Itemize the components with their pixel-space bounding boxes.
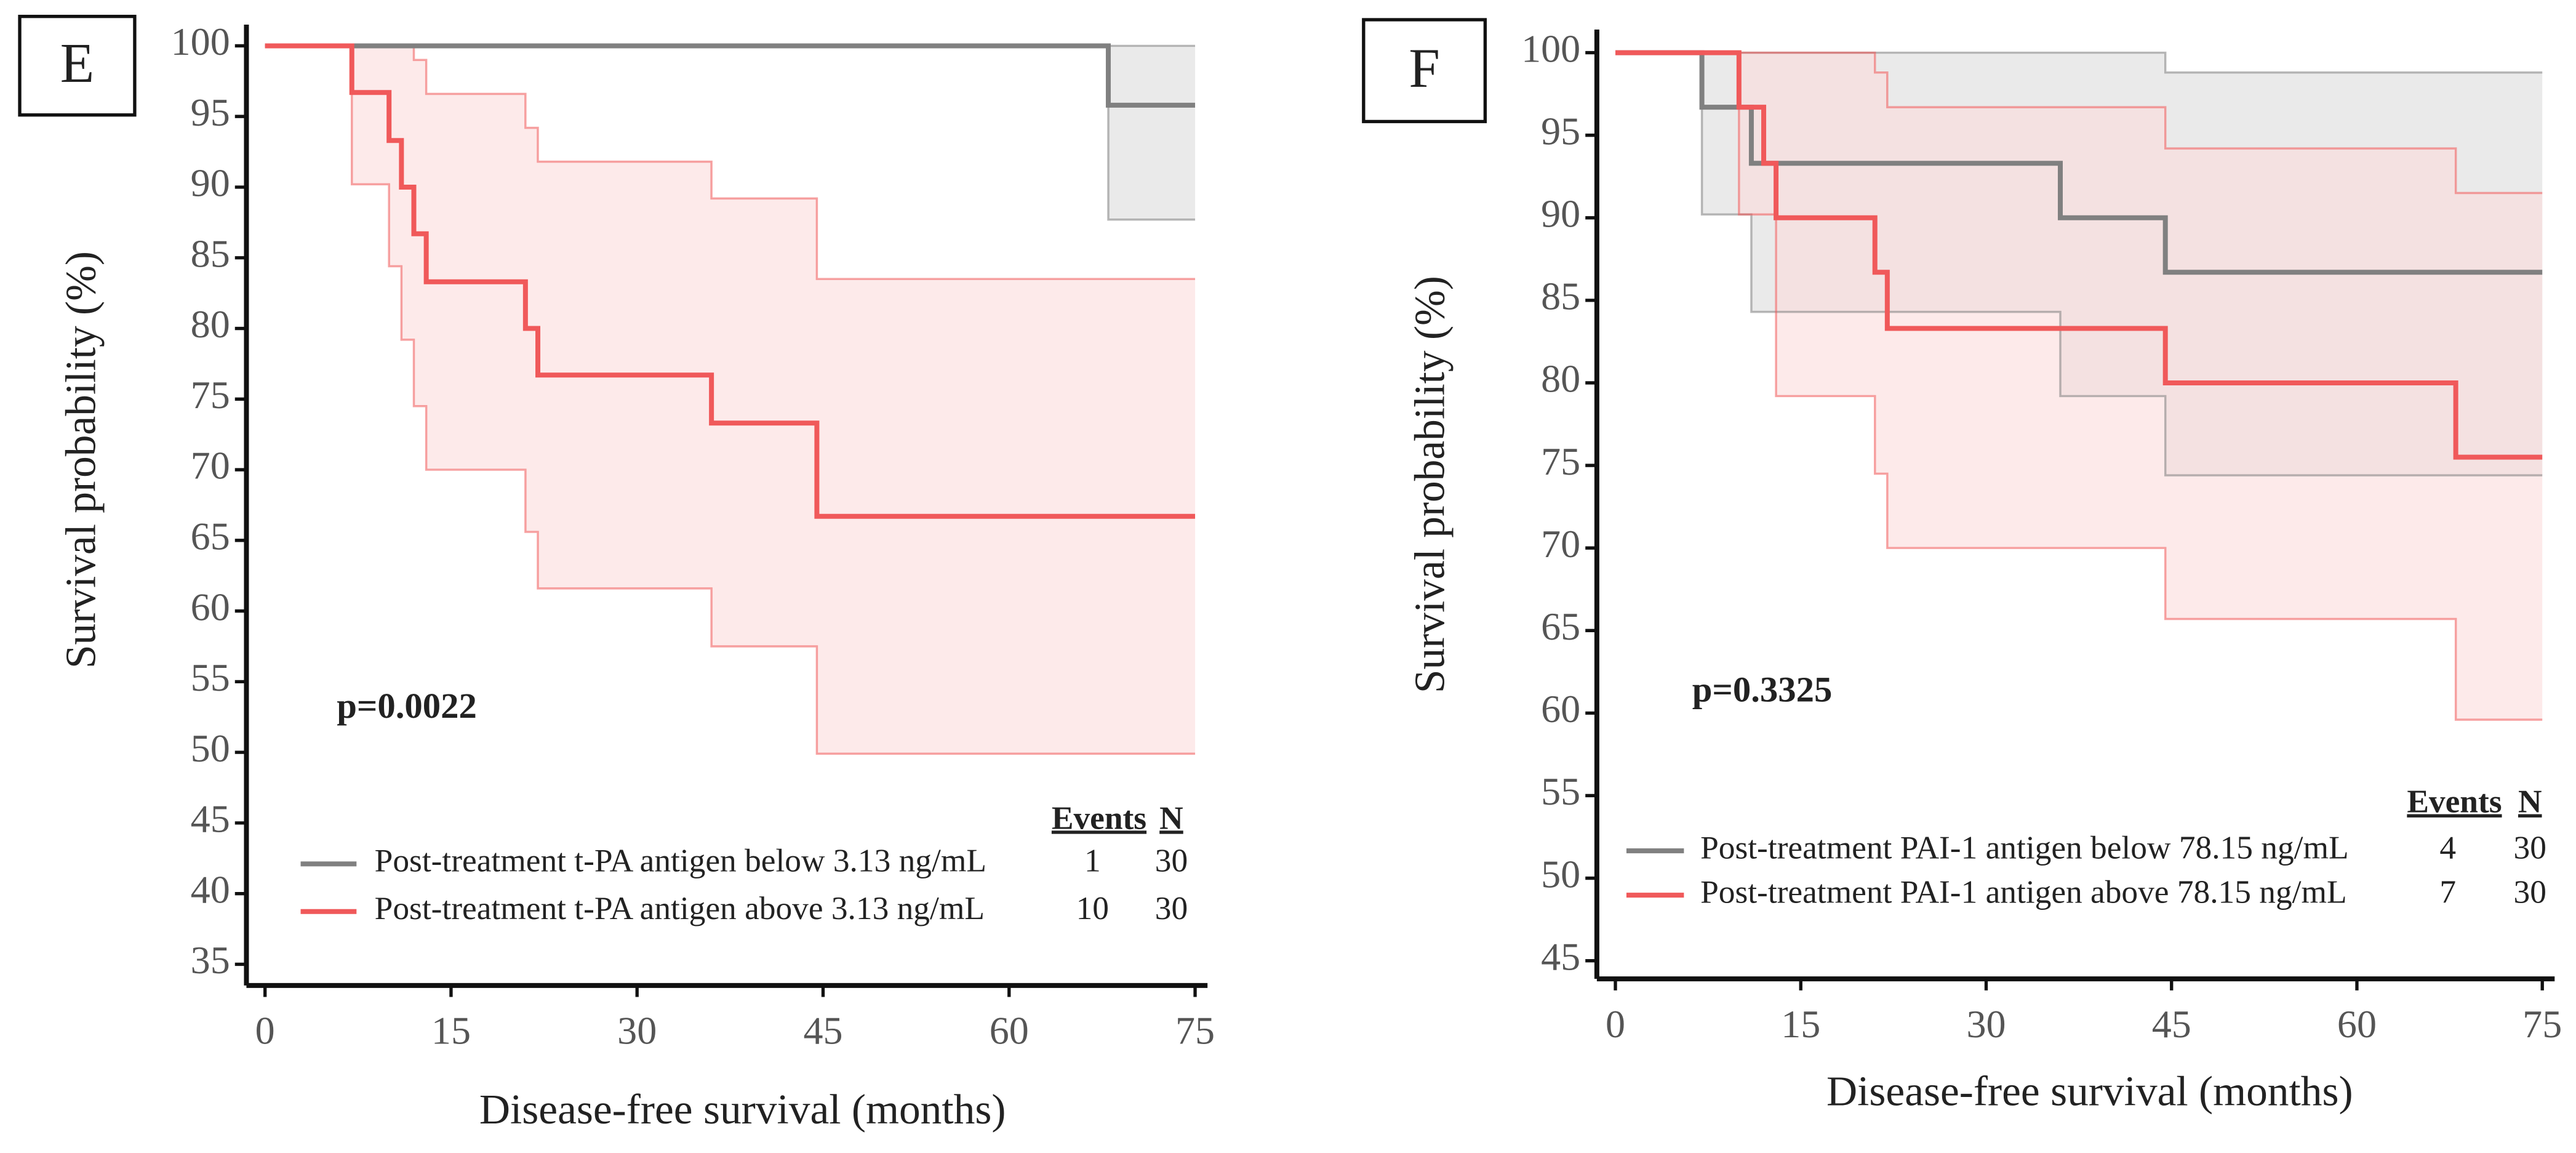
legend-header: N bbox=[1159, 799, 1183, 836]
y-tick-label: 55 bbox=[191, 656, 230, 699]
legend-header: Events bbox=[1052, 799, 1146, 836]
legend-header: N bbox=[2518, 783, 2542, 820]
panel-label-box bbox=[18, 15, 137, 117]
y-tick-label: 75 bbox=[191, 373, 230, 417]
x-tick-label: 0 bbox=[255, 1009, 275, 1053]
ci-line bbox=[1615, 51, 2543, 476]
y-tick-label: 50 bbox=[191, 726, 230, 770]
x-tick-label: 45 bbox=[2152, 1002, 2191, 1046]
y-tick-label: 80 bbox=[191, 302, 230, 346]
x-axis-title: Disease-free survival (months) bbox=[479, 1086, 1006, 1133]
survival-line bbox=[265, 43, 1196, 519]
y-tick-label: 100 bbox=[171, 20, 230, 63]
x-tick-label: 0 bbox=[1606, 1002, 1625, 1046]
legend-n: 30 bbox=[1155, 842, 1188, 879]
p-value: p=0.0022 bbox=[337, 686, 477, 726]
y-tick-label: 35 bbox=[191, 938, 230, 982]
legend-events: 1 bbox=[1084, 842, 1101, 879]
chart-panel: 45 50 55 60 65 70 75 80 85 90 95 100 0 15 30 45 60 75 F Sur… bbox=[1362, 18, 2562, 1115]
x-axis-title: Disease-free survival (months) bbox=[1826, 1068, 2353, 1115]
legend-label: Post-treatment PAI-1 antigen below 78.15… bbox=[1700, 829, 2349, 866]
y-tick-label: 100 bbox=[1521, 26, 1580, 70]
y-tick-label: 95 bbox=[191, 90, 230, 134]
legend-label: Post-treatment PAI-1 antigen above 78.15… bbox=[1700, 873, 2347, 910]
ci-line bbox=[1615, 51, 2543, 195]
panel-label-box bbox=[1362, 18, 1487, 124]
y-tick-label: 45 bbox=[1541, 934, 1580, 978]
legend-header: Events bbox=[2407, 783, 2502, 820]
panel-label: E bbox=[60, 32, 94, 94]
y-axis-title: Survival probability (%) bbox=[1407, 276, 1454, 693]
survival-line bbox=[1615, 50, 2543, 275]
legend-n: 30 bbox=[2514, 829, 2546, 866]
y-tick-label: 90 bbox=[191, 161, 230, 205]
y-tick-label: 80 bbox=[1541, 357, 1580, 401]
legend-n: 30 bbox=[1155, 890, 1188, 926]
ci-line bbox=[265, 44, 1196, 755]
y-tick-label: 45 bbox=[191, 797, 230, 841]
survival-line bbox=[265, 43, 1196, 108]
y-tick-label: 65 bbox=[191, 515, 230, 558]
p-value: p=0.3325 bbox=[1692, 669, 1833, 709]
legend-label: Post-treatment t-PA antigen below 3.13 n… bbox=[375, 842, 986, 879]
y-tick-label: 50 bbox=[1541, 852, 1580, 896]
y-tick-label: 85 bbox=[191, 231, 230, 275]
legend-events: 10 bbox=[1076, 890, 1109, 926]
y-tick-label: 70 bbox=[1541, 522, 1580, 566]
y-axis-title: Survival probability (%) bbox=[58, 251, 105, 669]
y-tick-label: 75 bbox=[1541, 440, 1580, 483]
x-tick-label: 75 bbox=[2522, 1002, 2562, 1046]
x-tick-label: 75 bbox=[1175, 1009, 1215, 1053]
x-tick-label: 30 bbox=[617, 1009, 657, 1053]
legend-n: 30 bbox=[2514, 873, 2546, 910]
y-tick-label: 70 bbox=[191, 444, 230, 488]
x-tick-label: 45 bbox=[803, 1009, 842, 1053]
x-tick-label: 30 bbox=[1966, 1002, 2006, 1046]
ci-band bbox=[265, 46, 1196, 754]
y-tick-label: 95 bbox=[1541, 109, 1580, 153]
x-tick-label: 60 bbox=[990, 1009, 1029, 1053]
x-tick-label: 15 bbox=[1781, 1002, 1820, 1046]
chart-panel: 35 40 45 50 55 60 65 70 75 80 85 90 95 100 0 15 30 45 60 75… bbox=[18, 15, 1215, 1133]
ci-line bbox=[1615, 51, 2543, 74]
y-tick-label: 40 bbox=[191, 867, 230, 911]
y-tick-label: 60 bbox=[1541, 687, 1580, 731]
legend-events: 7 bbox=[2439, 873, 2456, 910]
y-tick-label: 85 bbox=[1541, 275, 1580, 318]
legend-events: 4 bbox=[2439, 829, 2456, 866]
y-tick-label: 90 bbox=[1541, 191, 1580, 235]
legend-label: Post-treatment t-PA antigen above 3.13 n… bbox=[375, 890, 985, 926]
x-tick-label: 15 bbox=[431, 1009, 471, 1053]
ci-line bbox=[1615, 51, 2543, 721]
survival-line bbox=[1615, 50, 2543, 460]
ci-line bbox=[265, 44, 1196, 280]
x-tick-label: 60 bbox=[2337, 1002, 2377, 1046]
panel-label: F bbox=[1409, 37, 1439, 99]
y-tick-label: 60 bbox=[191, 585, 230, 629]
y-tick-label: 65 bbox=[1541, 605, 1580, 648]
y-tick-label: 55 bbox=[1541, 769, 1580, 813]
